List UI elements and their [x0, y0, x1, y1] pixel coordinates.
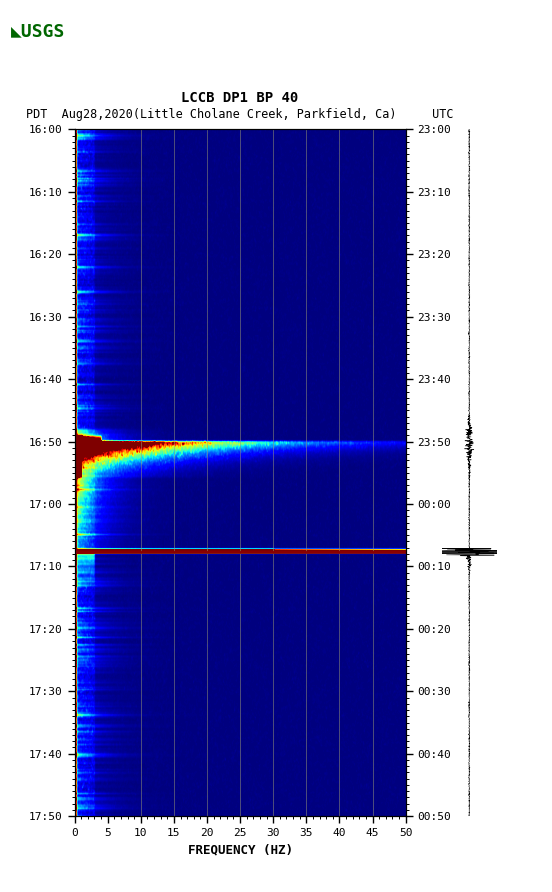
Text: ◣USGS: ◣USGS — [11, 22, 66, 40]
X-axis label: FREQUENCY (HZ): FREQUENCY (HZ) — [188, 844, 293, 856]
Text: LCCB DP1 BP 40: LCCB DP1 BP 40 — [182, 91, 299, 105]
Text: PDT  Aug28,2020(Little Cholane Creek, Parkfield, Ca)     UTC: PDT Aug28,2020(Little Cholane Creek, Par… — [26, 108, 454, 121]
